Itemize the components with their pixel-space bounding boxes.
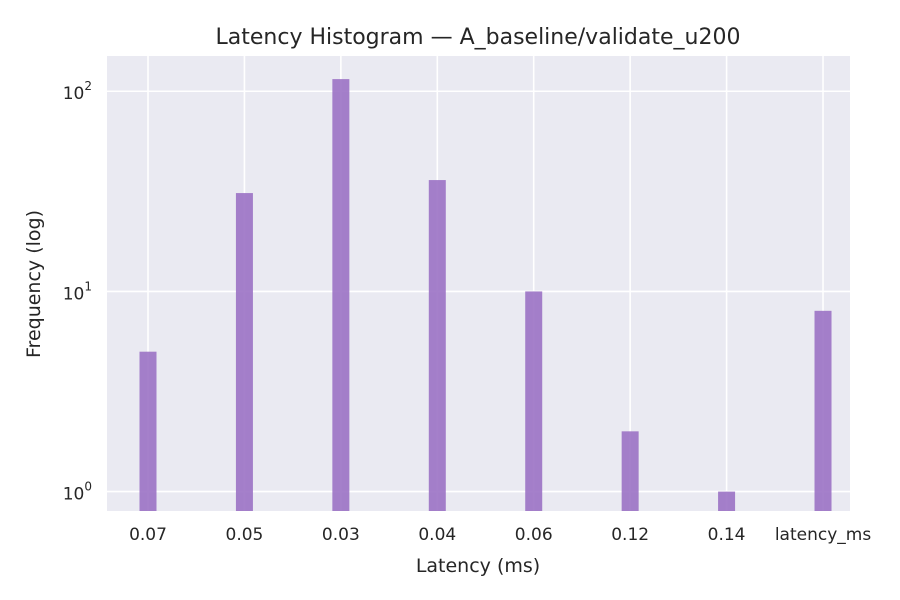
chart-title: Latency Histogram — A_baseline/validate_… bbox=[216, 25, 741, 50]
x-tick-label: latency_ms bbox=[775, 525, 872, 545]
bar-0-04 bbox=[428, 180, 446, 511]
bar-latency-ms bbox=[814, 310, 832, 511]
y-tick-labels: 100 101 102 bbox=[63, 79, 92, 504]
bar-0-05 bbox=[235, 193, 253, 511]
y-tick-label: 100 bbox=[63, 480, 92, 505]
x-tick-label: 0.03 bbox=[322, 525, 360, 545]
y-tick-label: 102 bbox=[63, 79, 92, 104]
x-tick-label: 0.06 bbox=[515, 525, 553, 545]
bar-0-03 bbox=[332, 79, 350, 512]
x-tick-label: 0.05 bbox=[226, 525, 264, 545]
x-tick-label: 0.04 bbox=[418, 525, 456, 545]
bar-0-12 bbox=[621, 431, 639, 511]
x-tick-label: 0.14 bbox=[708, 525, 746, 545]
x-tick-labels: 0.07 0.05 0.03 0.04 0.06 0.12 0.14 latency_ms bbox=[129, 525, 871, 545]
plot-background bbox=[107, 56, 850, 511]
y-axis-label: Frequency (log) bbox=[23, 210, 45, 358]
x-tick-label: 0.07 bbox=[129, 525, 167, 545]
bar-0-14 bbox=[718, 491, 736, 511]
y-tick-label: 101 bbox=[63, 279, 92, 304]
x-tick-label: 0.12 bbox=[611, 525, 649, 545]
bars bbox=[139, 79, 832, 512]
x-axis-label: Latency (ms) bbox=[416, 555, 540, 577]
bar-0-07 bbox=[139, 351, 157, 511]
bar-0-06 bbox=[525, 291, 543, 511]
